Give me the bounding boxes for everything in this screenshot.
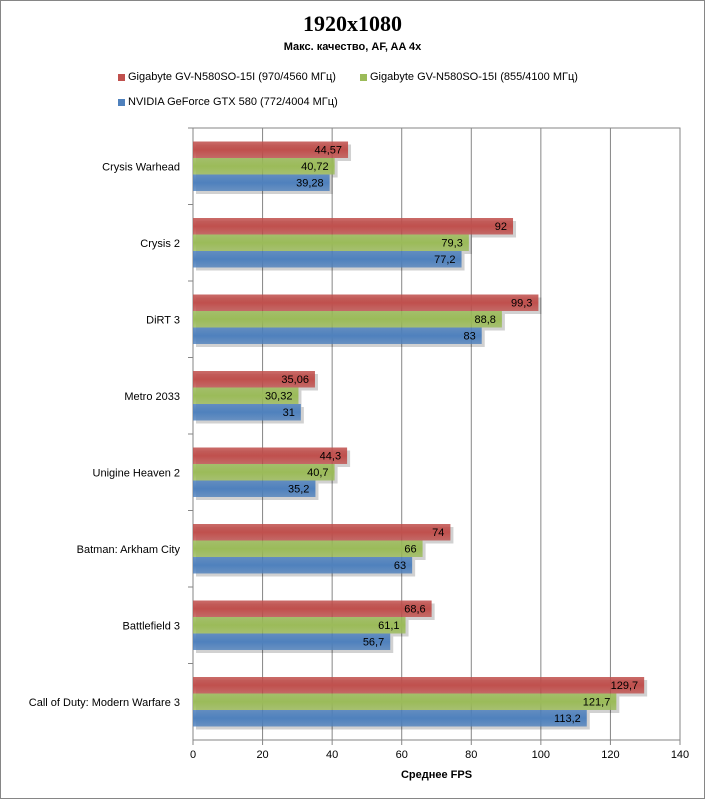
- bar: [193, 251, 462, 268]
- data-label: 56,7: [363, 637, 384, 649]
- data-label: 39,28: [296, 178, 324, 190]
- bar: [193, 404, 301, 421]
- x-tick-label: 120: [601, 749, 619, 761]
- legend-item-green: Gigabyte GV-N580SO-15I (855/4100 МГц): [360, 71, 578, 83]
- category-label: Crysis Warhead: [102, 161, 180, 173]
- data-label: 121,7: [583, 697, 611, 709]
- category-label: DiRT 3: [146, 314, 180, 326]
- bar: [193, 218, 514, 235]
- data-label: 31: [283, 407, 295, 419]
- legend-item-red: Gigabyte GV-N580SO-15I (970/4560 МГц): [118, 71, 336, 83]
- data-label: 63: [394, 560, 406, 572]
- bar: [193, 234, 469, 251]
- bar: [193, 557, 413, 574]
- data-label: 83: [463, 331, 475, 343]
- data-label: 74: [432, 527, 444, 539]
- data-label: 99,3: [511, 298, 532, 310]
- data-label: 35,06: [281, 374, 309, 386]
- bar: [193, 311, 502, 328]
- data-label: 40,72: [301, 161, 329, 173]
- category-label: Batman: Arkham City: [77, 544, 181, 556]
- data-label: 35,2: [288, 484, 309, 496]
- x-axis-label: Среднее FPS: [400, 769, 473, 781]
- legend-swatch: [118, 98, 125, 106]
- data-label: 88,8: [474, 314, 495, 326]
- bar: [193, 447, 348, 464]
- bar: [193, 540, 423, 557]
- x-tick-label: 0: [190, 749, 196, 761]
- bar: [193, 387, 299, 404]
- data-label: 66: [404, 544, 416, 556]
- data-label: 44,57: [315, 145, 343, 157]
- legend-item-blue: NVIDIA GeForce GTX 580 (772/4004 МГц): [118, 96, 338, 108]
- legend-swatch: [118, 73, 125, 81]
- data-label: 129,7: [611, 680, 639, 692]
- bar: [193, 693, 617, 710]
- data-label: 30,32: [265, 391, 293, 403]
- chart-title: 1920x1080: [303, 11, 402, 36]
- category-label: Battlefield 3: [123, 620, 180, 632]
- bar: [193, 677, 645, 694]
- legend-swatch: [360, 73, 367, 81]
- x-tick-label: 80: [465, 749, 477, 761]
- category-label: Call of Duty: Modern Warfare 3: [29, 697, 180, 709]
- bar: [193, 524, 451, 541]
- data-label: 92: [495, 221, 507, 233]
- x-tick-label: 20: [256, 749, 268, 761]
- x-tick-label: 100: [532, 749, 550, 761]
- bar: [193, 710, 587, 727]
- x-tick-label: 40: [326, 749, 338, 761]
- bar: [193, 158, 335, 175]
- x-tick-label: 140: [671, 749, 689, 761]
- data-label: 40,7: [307, 467, 328, 479]
- legend-label: NVIDIA GeForce GTX 580 (772/4004 МГц): [128, 96, 338, 108]
- category-label: Metro 2033: [124, 391, 180, 403]
- data-label: 77,2: [434, 254, 455, 266]
- bar: [193, 141, 349, 158]
- data-label: 61,1: [378, 620, 399, 632]
- bar: [193, 617, 406, 634]
- data-label: 68,6: [404, 604, 425, 616]
- data-label: 79,3: [441, 238, 462, 250]
- category-label: Crysis 2: [140, 238, 180, 250]
- bar: [193, 633, 391, 650]
- chart-subtitle: Макс. качество, AF, AA 4x: [283, 41, 422, 53]
- bar: [193, 464, 335, 481]
- bar: [193, 327, 482, 344]
- bar: [193, 294, 539, 311]
- bar: [193, 174, 330, 191]
- bar: [193, 371, 315, 388]
- legend-label: Gigabyte GV-N580SO-15I (855/4100 МГц): [370, 71, 578, 83]
- x-tick-label: 60: [396, 749, 408, 761]
- bar: [193, 480, 316, 497]
- data-label: 113,2: [554, 713, 581, 725]
- data-label: 44,3: [320, 451, 341, 463]
- category-label: Unigine Heaven 2: [93, 467, 180, 479]
- legend-label: Gigabyte GV-N580SO-15I (970/4560 МГц): [128, 71, 336, 83]
- bar: [193, 600, 432, 617]
